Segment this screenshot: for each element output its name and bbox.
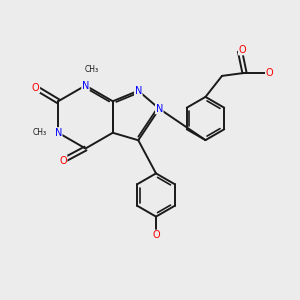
Text: CH₃: CH₃ xyxy=(33,128,47,137)
Text: O: O xyxy=(238,45,246,55)
Text: N: N xyxy=(82,80,89,91)
Text: O: O xyxy=(59,155,67,166)
Text: N: N xyxy=(156,104,163,114)
Text: N: N xyxy=(135,86,142,96)
Text: O: O xyxy=(266,68,273,78)
Text: O: O xyxy=(152,230,160,240)
Text: O: O xyxy=(32,83,40,93)
Text: N: N xyxy=(55,128,62,138)
Text: CH₃: CH₃ xyxy=(85,65,99,74)
